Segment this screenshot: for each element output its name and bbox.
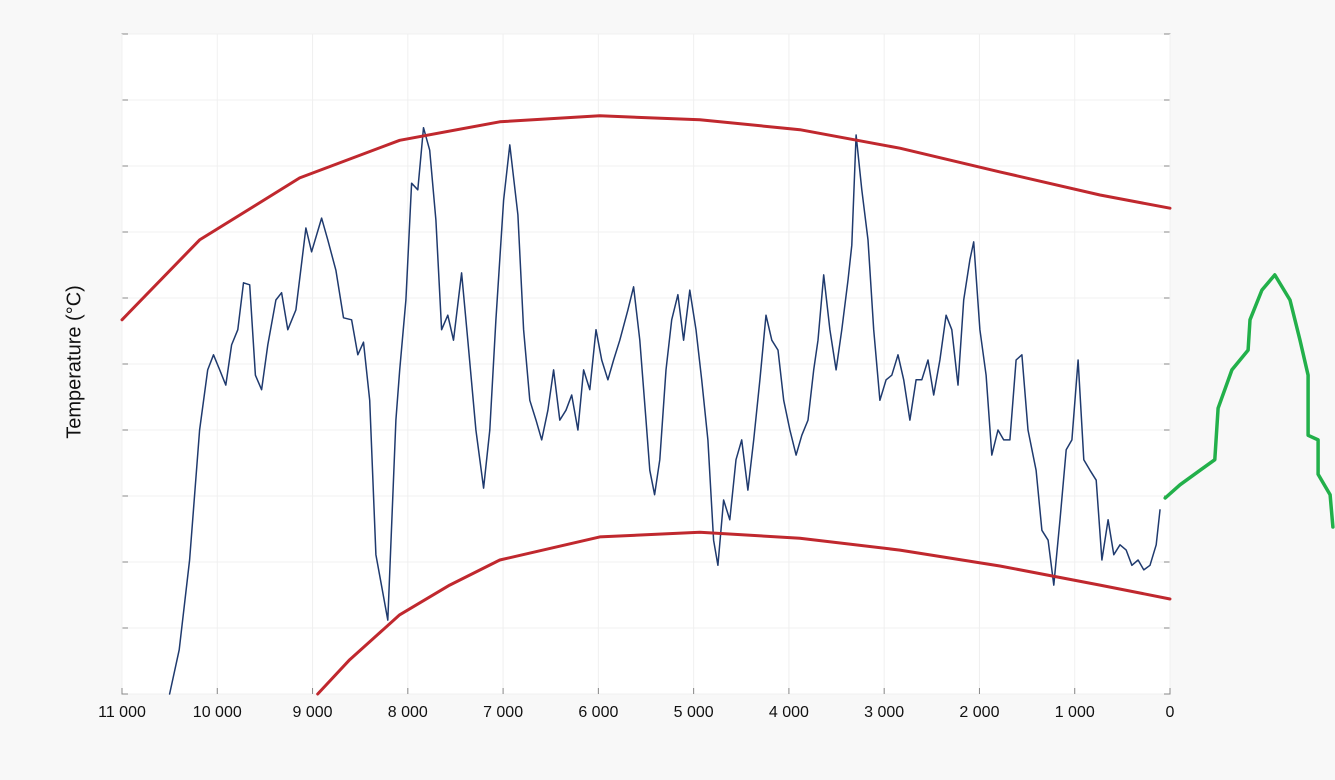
line-series — [316, 530, 1172, 696]
x-tick-label: 11 000 — [98, 704, 146, 721]
x-tick-label: 7 000 — [483, 704, 523, 721]
x-tick-label: 6 000 — [578, 704, 618, 721]
x-tick-label: 4 000 — [769, 704, 809, 721]
line-series — [1163, 273, 1335, 529]
x-tick-label: 8 000 — [388, 704, 428, 721]
x-tick-label: 1 000 — [1055, 704, 1095, 721]
x-tick-label: 10 000 — [193, 704, 242, 721]
x-tick-label: 3 000 — [864, 704, 904, 721]
line-series — [168, 126, 1161, 695]
x-tick-label: 9 000 — [293, 704, 333, 721]
y-axis-label: Temperature (°C) — [63, 285, 85, 439]
line-series — [120, 114, 1172, 322]
x-tick-label: 0 — [1166, 704, 1175, 721]
x-tick-label: 5 000 — [674, 704, 714, 721]
x-tick-label: 2 000 — [959, 704, 999, 721]
